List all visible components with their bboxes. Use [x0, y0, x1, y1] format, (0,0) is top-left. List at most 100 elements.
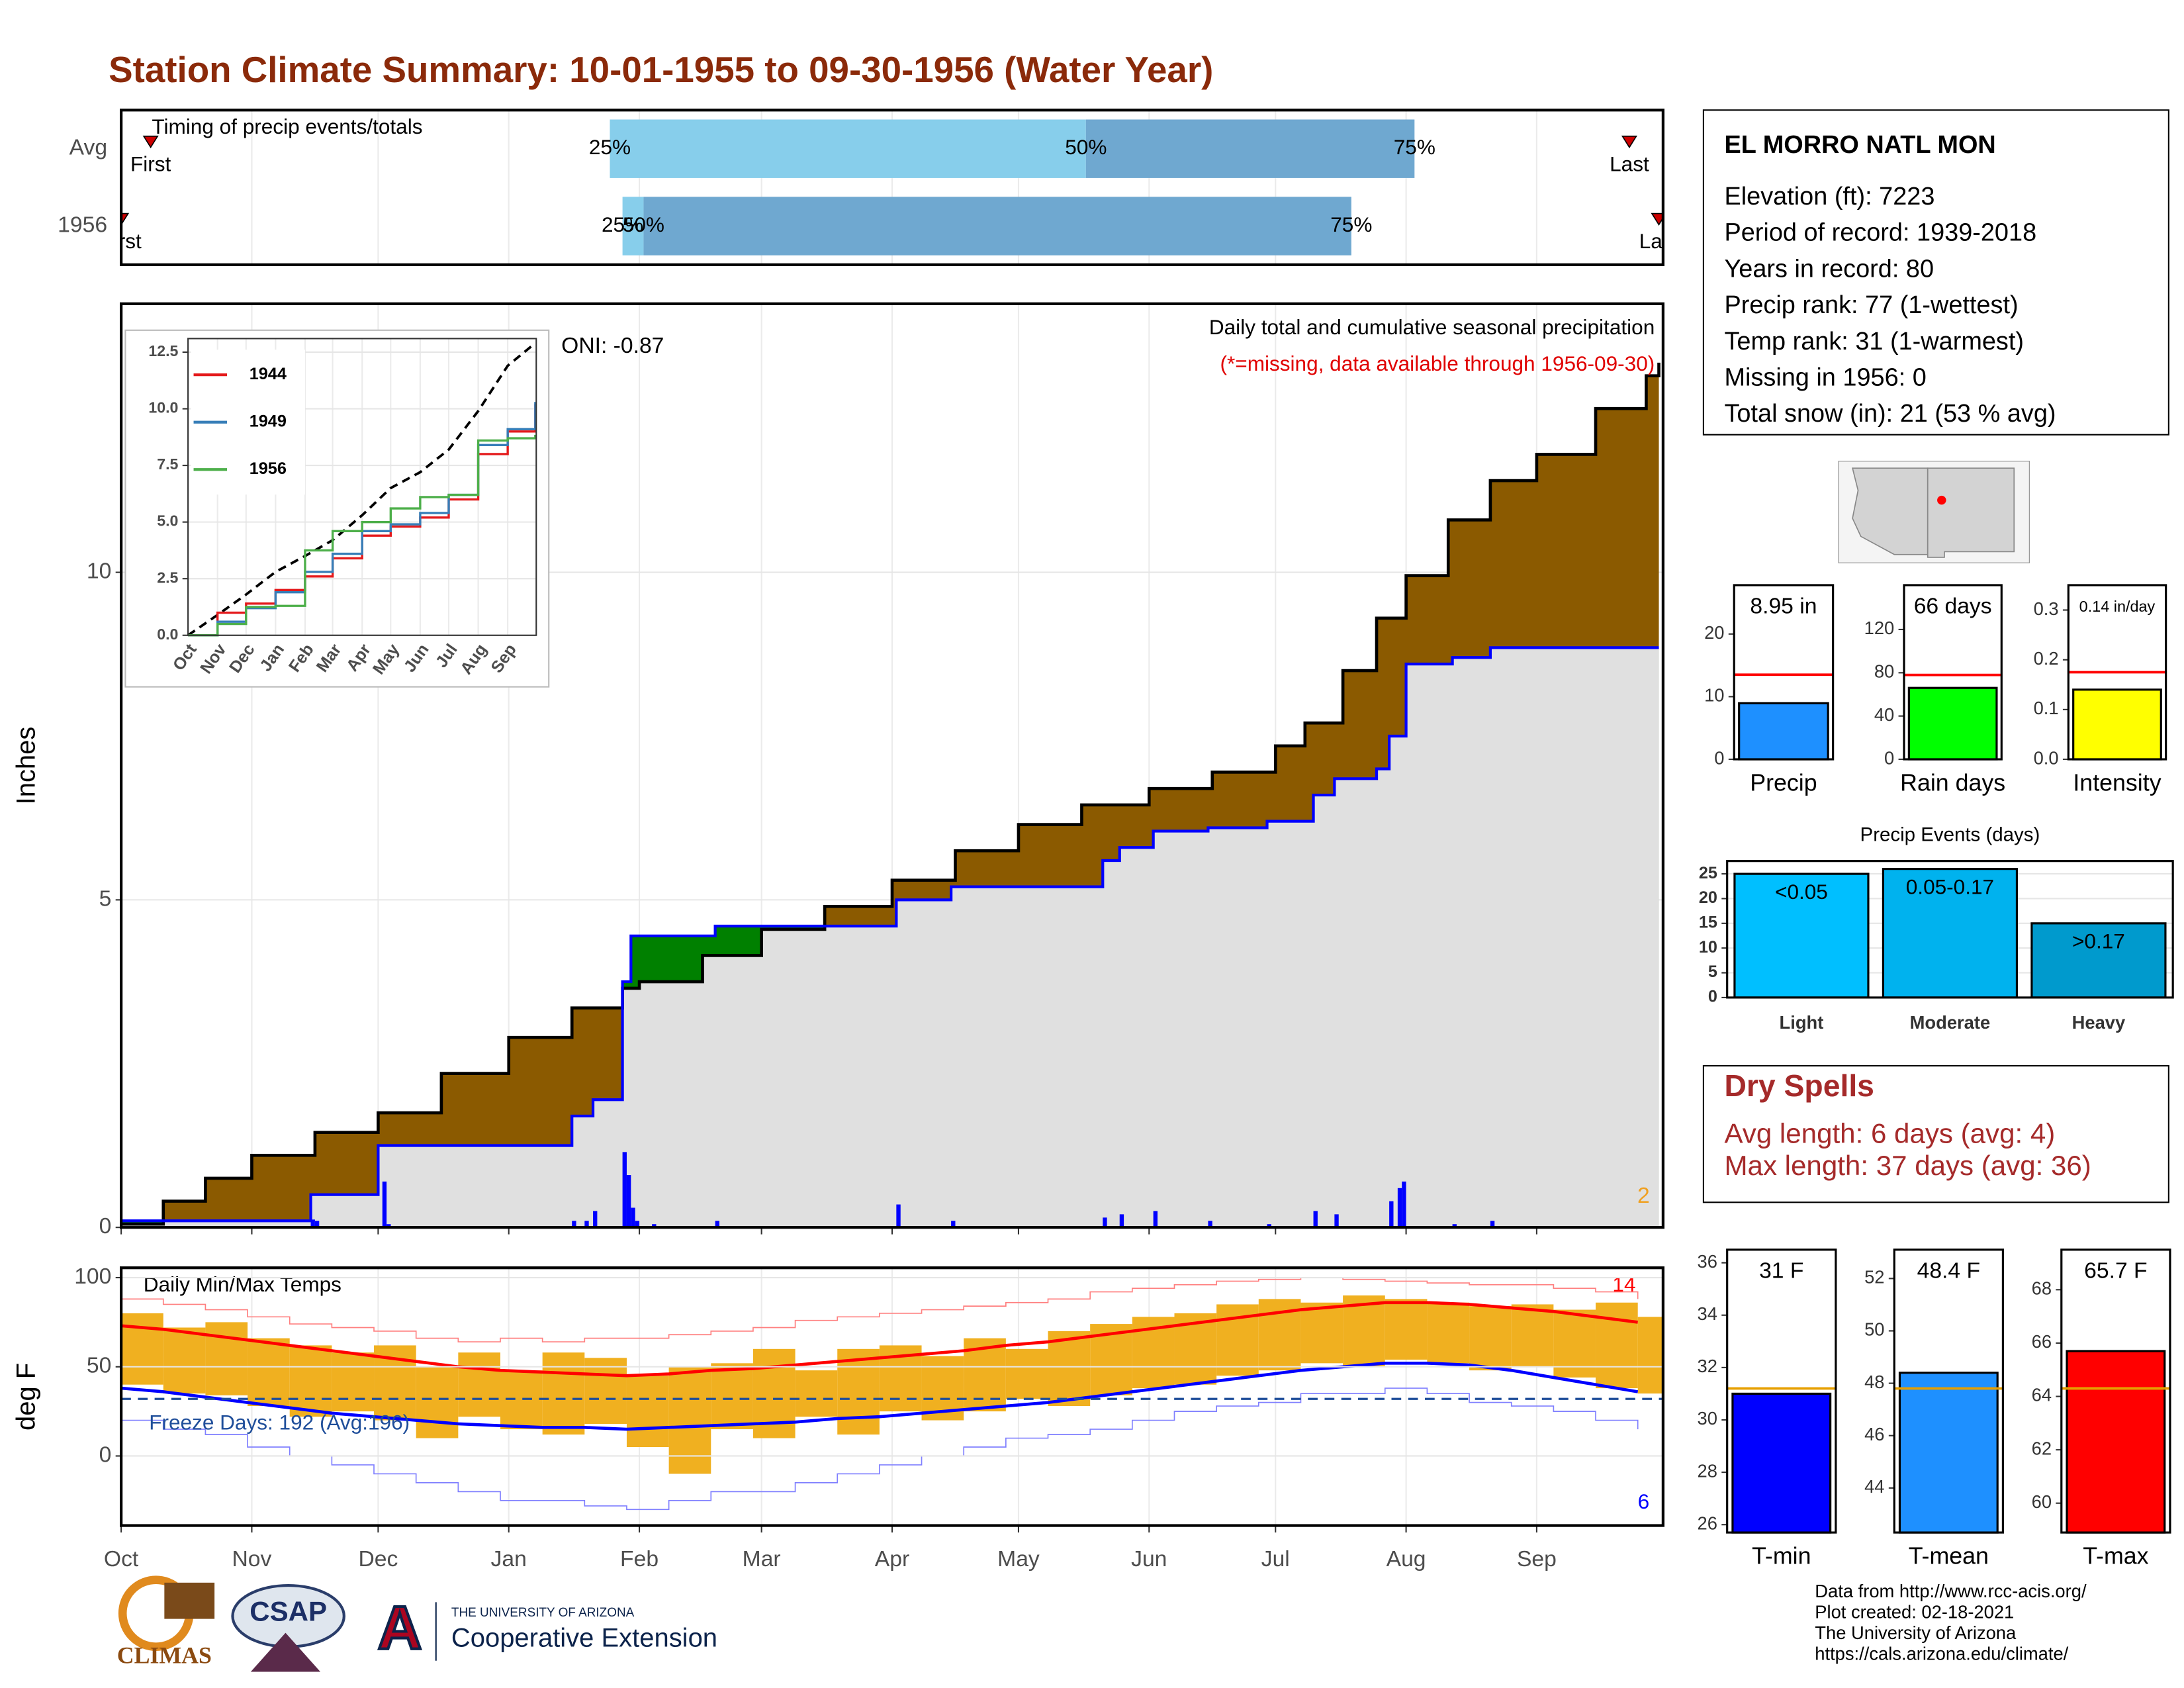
- value-label: 48.4 F: [1917, 1258, 1980, 1283]
- y-tick-label: 0: [1714, 747, 1724, 768]
- category-label: T-min: [1752, 1542, 1811, 1569]
- panel-frame: [119, 302, 1664, 1229]
- y-tick-label: 10: [1704, 685, 1724, 706]
- y-tick-label: 36: [1698, 1251, 1717, 1272]
- daily-range-bar: [289, 1345, 332, 1417]
- locator-map: [1838, 461, 2030, 563]
- x-tick-label: Apr: [875, 1547, 909, 1571]
- panel-frame: [2067, 584, 2167, 761]
- daily-precip-bar: [584, 1221, 589, 1228]
- daily-range-bar: [458, 1352, 500, 1417]
- quartile-label: 25%: [602, 212, 643, 236]
- value-label: >0.17: [2072, 929, 2125, 953]
- value-label: 0.14 in/day: [2079, 598, 2156, 615]
- y-tick-label: 0.0: [157, 626, 178, 643]
- category-label: Rain days: [1900, 769, 2005, 796]
- bar: [1907, 686, 1998, 761]
- panel-frame: [1726, 1248, 1837, 1534]
- daily-precip-bar: [1153, 1211, 1158, 1228]
- panel-frame: [1903, 584, 2003, 761]
- panel-frame: [119, 109, 1664, 267]
- avg-min-line: [121, 1362, 1639, 1431]
- daily-range-bar: [1511, 1304, 1554, 1367]
- logo-text: Cooperative Extension: [451, 1624, 717, 1653]
- event-label: Last: [1639, 229, 1679, 253]
- daily-range-bar: [416, 1366, 459, 1438]
- event-label: First: [130, 152, 171, 175]
- bar: [1898, 1372, 1999, 1534]
- station-dot: [1937, 495, 1946, 505]
- bar: [2072, 688, 2162, 761]
- daily-precip-bar: [1452, 1224, 1457, 1228]
- daily-range-bar: [711, 1363, 753, 1430]
- station-line: Missing in 1956: 0: [1724, 363, 1926, 391]
- event-label: Last: [1610, 152, 1649, 175]
- inset-frame: [187, 338, 537, 636]
- daily-range-bar: [626, 1376, 669, 1448]
- category-label: T-max: [2083, 1542, 2148, 1569]
- legend-label: 1956: [250, 459, 287, 478]
- x-tick-label: Feb: [620, 1547, 659, 1571]
- daily-range-bar: [837, 1348, 880, 1435]
- daily-range-bar: [584, 1358, 627, 1424]
- daily-precip-bar: [896, 1204, 901, 1228]
- daily-range-bar: [1596, 1302, 1638, 1389]
- dry-spell-line: Avg length: 6 days (avg: 4): [1724, 1117, 2055, 1149]
- legend-label: 1944: [250, 365, 287, 383]
- daily-range-bar: [205, 1322, 248, 1395]
- station-line: Years in record: 80: [1724, 255, 1934, 283]
- corner-count: 2: [1637, 1184, 1650, 1208]
- daily-range-bar: [795, 1370, 838, 1417]
- daily-range-bar: [332, 1352, 375, 1412]
- daily-range-bar: [1427, 1302, 1470, 1364]
- panel-frame: [119, 1266, 1664, 1527]
- quartile-bar: [610, 119, 1086, 178]
- y-tick-label: 12.5: [148, 342, 178, 359]
- daily-precip-bar: [1334, 1214, 1339, 1228]
- daily-precip-bar: [572, 1221, 576, 1228]
- cumulative-line: [187, 342, 537, 637]
- value-label: <0.05: [1775, 880, 1828, 904]
- daily-precip-bar: [626, 1175, 631, 1228]
- value-label: 8.95 in: [1750, 594, 1817, 619]
- ua-logo: A: [378, 1593, 422, 1662]
- y-tick-label: 10.0: [148, 399, 178, 416]
- bar: [1882, 868, 2019, 999]
- daily-precip-bar: [631, 1207, 635, 1228]
- daily-precip-bar: [1119, 1214, 1124, 1228]
- credit-line: Data from http://www.rcc-acis.org/: [1815, 1581, 2087, 1601]
- daily-range-bar: [1005, 1348, 1048, 1399]
- csap-mountain: [250, 1632, 321, 1672]
- observed-area: [121, 647, 1659, 1228]
- event-marker: [1621, 135, 1637, 149]
- bar: [1738, 702, 1829, 761]
- category-label: T-mean: [1909, 1542, 1989, 1569]
- bar: [1733, 872, 1870, 999]
- daily-precip-bar: [382, 1181, 387, 1228]
- y-tick-label: 25: [1699, 864, 1717, 882]
- station-line: Temp rank: 31 (1-warmest): [1724, 328, 2024, 355]
- event-label: First: [101, 229, 142, 253]
- page-title: Station Climate Summary: 10-01-1955 to 0…: [109, 49, 1213, 90]
- panel-title: Daily Min/Max Temps: [144, 1272, 341, 1296]
- y-tick-label: 80: [1874, 661, 1894, 682]
- y-tick-label: 20: [1704, 622, 1724, 643]
- x-tick-label: Jul: [1261, 1547, 1290, 1571]
- new-mexico: [1927, 467, 2015, 558]
- y-tick-label: 34: [1698, 1303, 1717, 1324]
- daily-precip-bar: [951, 1221, 956, 1228]
- bar: [2030, 922, 2167, 999]
- quartile-bar: [1085, 119, 1415, 178]
- station-box: [1702, 109, 2169, 436]
- quartile-bar: [622, 197, 644, 256]
- y-tick-label: 46: [1864, 1424, 1884, 1444]
- y-tick-label: 7.5: [157, 455, 178, 473]
- y-tick-label: 62: [2032, 1438, 2052, 1458]
- daily-range-bar: [542, 1352, 585, 1435]
- y-tick-label: 66: [2032, 1331, 2052, 1352]
- freeze-label: Freeze Days: 192 (Avg:196): [149, 1410, 410, 1434]
- quartile-label: 75%: [1394, 135, 1435, 159]
- extreme-min-line: [121, 1387, 1639, 1511]
- daily-precip-bar: [310, 1219, 315, 1228]
- y-tick-label: 52: [1864, 1267, 1884, 1288]
